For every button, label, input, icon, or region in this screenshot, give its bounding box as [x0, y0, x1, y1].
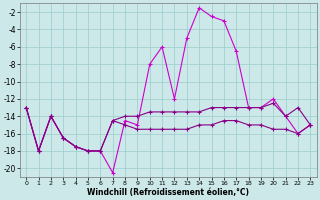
X-axis label: Windchill (Refroidissement éolien,°C): Windchill (Refroidissement éolien,°C) — [87, 188, 249, 197]
